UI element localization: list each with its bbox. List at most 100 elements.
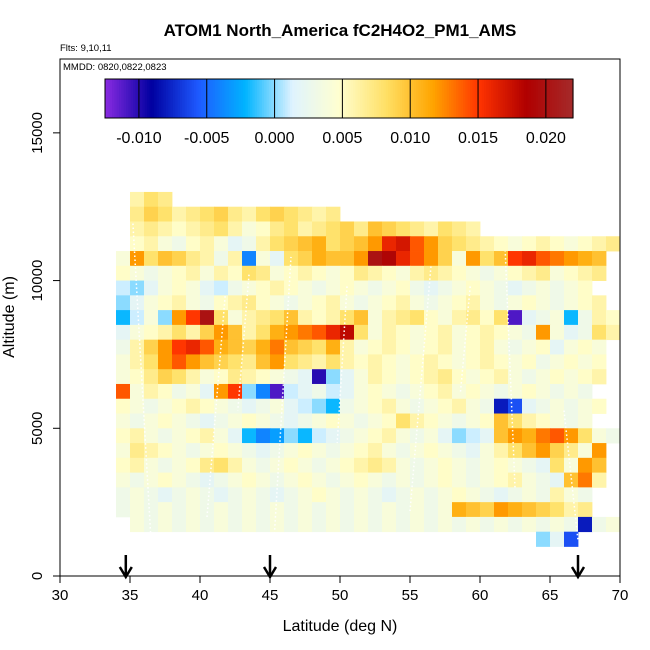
heatmap-cell (270, 398, 285, 414)
heatmap-cell (256, 251, 271, 267)
heatmap-cell (144, 413, 159, 429)
heatmap-cell (396, 487, 411, 503)
heatmap-cell (354, 310, 369, 326)
heatmap-cell (116, 310, 131, 326)
heatmap-cell (438, 236, 453, 252)
heatmap-cell (606, 324, 621, 341)
heatmap-cell (228, 354, 243, 370)
colorbar-segment (172, 79, 176, 118)
heatmap-cell (550, 310, 565, 326)
heatmap-cell (256, 457, 271, 473)
heatmap-cell (410, 310, 425, 326)
heatmap-cell (130, 428, 145, 444)
colorbar-segment (434, 79, 438, 118)
heatmap-cell (186, 251, 201, 267)
heatmap-cell (508, 443, 523, 459)
heatmap-cell (256, 324, 271, 341)
heatmap-cell (550, 472, 565, 488)
heatmap-cell (550, 251, 565, 267)
heatmap-cell (172, 457, 187, 473)
colorbar-segment (130, 79, 134, 118)
heatmap-cell (298, 472, 313, 488)
heatmap-cell (536, 310, 551, 326)
heatmap-cell (340, 516, 355, 533)
heatmap-cell (340, 310, 355, 326)
heatmap-cell (298, 354, 313, 370)
heatmap-cell (186, 413, 201, 429)
heatmap-cell (270, 324, 285, 341)
colorbar-segment (505, 79, 509, 118)
heatmap-cell (172, 413, 187, 429)
heatmap-cell (466, 428, 481, 444)
heatmap-cell (536, 324, 551, 341)
colorbar-segment (259, 79, 263, 118)
heatmap-cell (298, 339, 313, 355)
heatmap-cell (382, 413, 397, 429)
colorbar-tick-label: 0.000 (255, 130, 295, 147)
y-axis: 0 5000 10000 15000 (29, 112, 60, 580)
heatmap-cell (312, 265, 327, 281)
colorbar-segment (390, 79, 394, 118)
heatmap-cell (508, 369, 523, 385)
heatmap-cell (438, 413, 453, 429)
heatmap-cell (550, 487, 565, 503)
heatmap-cell (228, 236, 243, 252)
heatmap-cell (312, 251, 327, 267)
heatmap-cell (466, 487, 481, 503)
colorbar-segment (374, 79, 378, 118)
colorbar-segment (261, 79, 265, 118)
colorbar-segment (245, 79, 249, 118)
heatmap-cell (214, 354, 229, 370)
heatmap-cell (466, 472, 481, 488)
heatmap-cell (186, 502, 201, 518)
heatmap-cell (270, 236, 285, 252)
latitude-arrows (118, 555, 586, 580)
heatmap-cell (270, 516, 285, 533)
heatmap-cell (326, 280, 341, 296)
heatmap-cell (508, 398, 523, 414)
heatmap-cell (564, 369, 579, 385)
heatmap-cell (228, 324, 243, 341)
heatmap-cell (508, 472, 523, 488)
heatmap-cell (312, 472, 327, 488)
heatmap-cell (368, 472, 383, 488)
heatmap-cell (564, 324, 579, 341)
heatmap-cell (144, 251, 159, 267)
heatmap-cell (368, 398, 383, 414)
heatmap-cell (578, 443, 593, 459)
colorbar-segment (371, 79, 375, 118)
heatmap-cell (270, 502, 285, 518)
colorbar-segment (402, 79, 406, 118)
colorbar-segment (430, 79, 434, 118)
heatmap-cell (592, 295, 607, 311)
heatmap-cell (144, 472, 159, 488)
heatmap-cell (284, 398, 299, 414)
heatmap-cell (242, 516, 257, 533)
heatmap-cell (242, 398, 257, 414)
heatmap-cell (564, 502, 579, 518)
colorbar-segment (339, 79, 342, 118)
colorbar-segment (329, 79, 333, 118)
colorbar-segment (114, 79, 118, 118)
heatmap-cell (578, 324, 593, 341)
colorbar-segment (362, 79, 366, 118)
heatmap-cell (256, 398, 271, 414)
heatmap-cell (466, 354, 481, 370)
heatmap-cell (298, 443, 313, 459)
heatmap-cell (158, 487, 173, 503)
heatmap-cell (172, 472, 187, 488)
heatmap-cell (298, 206, 313, 222)
colorbar-segment (542, 79, 546, 118)
heatmap-cell (396, 221, 411, 237)
heatmap-cell (452, 428, 467, 444)
colorbar-segment (236, 79, 239, 118)
heatmap-cell (592, 324, 607, 341)
heatmap-cell (592, 236, 607, 252)
heatmap-cell (256, 206, 271, 222)
heatmap-cell (270, 310, 285, 326)
heatmap-cell (522, 516, 537, 533)
heatmap-cell (200, 324, 215, 341)
colorbar-segment (123, 79, 127, 118)
heatmap-cell (130, 221, 145, 237)
colorbar-segment (472, 79, 476, 118)
